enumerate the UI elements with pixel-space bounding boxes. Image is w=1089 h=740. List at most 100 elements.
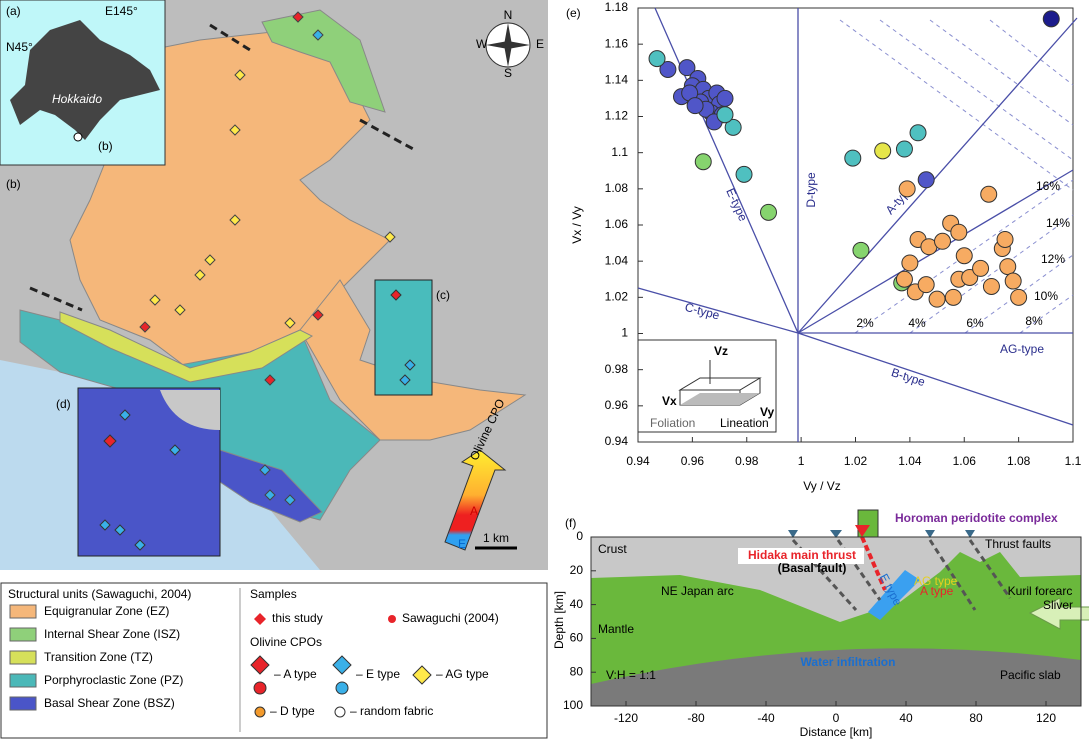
point	[901, 254, 919, 272]
legend-item: – random fabric	[350, 704, 433, 718]
swatch	[388, 615, 396, 623]
inset-label: Lineation	[720, 416, 769, 430]
x-tick-label: 1.1	[1065, 454, 1082, 468]
point	[895, 270, 913, 288]
point	[982, 277, 1000, 295]
fabric-label: AG-type	[1000, 342, 1044, 356]
point	[716, 89, 734, 107]
percent-label: 12%	[1041, 252, 1065, 266]
percent-label: 10%	[1034, 289, 1058, 303]
x-tick-label: -120	[614, 711, 638, 725]
swatch	[253, 681, 267, 695]
x-tick-label: -40	[757, 711, 775, 725]
swatch	[9, 604, 37, 619]
x-tick-label: 1.04	[898, 454, 922, 468]
y-tick-label: 1.04	[605, 253, 629, 267]
sample	[390, 289, 402, 301]
legend-item: Transition Zone (TZ)	[44, 650, 153, 664]
panel-label: (a)	[6, 4, 21, 18]
section-label: Water infiltration	[801, 655, 896, 669]
e-type-zone	[868, 570, 920, 620]
fault-markers	[788, 530, 975, 538]
legend-item: Sawaguchi (2004)	[402, 611, 499, 625]
panel-label: (f)	[565, 516, 576, 530]
section-label: Kuril forearc	[1008, 584, 1073, 598]
point	[999, 258, 1017, 276]
slab	[591, 648, 1081, 706]
x-tick-label: 1.06	[953, 454, 977, 468]
x-tick-label: -80	[687, 711, 705, 725]
compass-star	[486, 23, 530, 67]
y-tick-label: 0.98	[605, 362, 629, 376]
lon: E145°	[105, 4, 138, 18]
x-tick-label: 80	[969, 711, 983, 725]
swatch	[254, 706, 266, 718]
push-arrow	[1028, 597, 1089, 630]
a-samples	[139, 11, 324, 386]
e-samples	[259, 29, 324, 506]
y-axis-label: Depth [km]	[552, 591, 566, 649]
legend-item: – E type	[356, 667, 400, 681]
legend-item: – AG type	[436, 667, 489, 681]
y-tick-label: 1	[621, 326, 628, 340]
y-tick-label: 1.06	[605, 217, 629, 231]
point	[1042, 10, 1060, 28]
point	[944, 288, 962, 306]
compass-e: E	[536, 37, 544, 51]
x-tick-label: 1.08	[1007, 454, 1031, 468]
point	[909, 124, 927, 142]
inset-label: Vy	[760, 405, 775, 419]
y-tick-label: 1.1	[611, 145, 628, 159]
compass-n: N	[504, 8, 513, 22]
fault	[29, 286, 83, 312]
percent-label: 14%	[1046, 216, 1070, 230]
point	[980, 185, 998, 203]
point	[917, 171, 935, 189]
x-tick-label: 40	[899, 711, 913, 725]
point	[686, 97, 704, 115]
inset-label: Vz	[714, 344, 728, 358]
legend-item: – A type	[274, 667, 317, 681]
legend-item: – D type	[270, 704, 315, 718]
swatch	[412, 665, 432, 685]
x-axis-label: Distance [km]	[800, 725, 873, 739]
compass-w: W	[476, 37, 488, 51]
point	[716, 106, 734, 124]
section-label: Pacific slab	[1000, 668, 1061, 682]
sample	[399, 359, 416, 386]
legend-box	[0, 582, 548, 739]
section-label: Sliver	[1043, 598, 1073, 612]
inset-box	[637, 339, 777, 433]
panel-label: (b)	[6, 177, 21, 191]
panel-label: (e)	[566, 6, 581, 20]
x-tick-label: 0.98	[735, 454, 759, 468]
percent-label: 6%	[966, 316, 984, 330]
point	[735, 165, 753, 183]
section-label: Crust	[598, 542, 627, 556]
section-label: (Basal fault)	[778, 561, 847, 575]
site	[73, 132, 83, 142]
point	[678, 59, 696, 77]
panel-f: (f) Crust Mantle NE Japan arc Kuril fore…	[552, 509, 1089, 739]
percent-label: 4%	[908, 316, 926, 330]
section-label: NE Japan arc	[661, 584, 734, 598]
x-tick-label: 0.94	[626, 454, 650, 468]
y-axis-label: Vx / Vy	[570, 206, 584, 244]
point	[972, 259, 990, 277]
y-tick-label: 1.16	[605, 36, 629, 50]
y-tick-label: 40	[570, 597, 584, 611]
label-bg	[738, 548, 864, 564]
legend-item: Basal Shear Zone (BSZ)	[44, 696, 175, 710]
fabric-lines	[637, 7, 1078, 442]
y-tick-label: 100	[563, 698, 583, 712]
x-tick-label: 1.02	[844, 454, 868, 468]
legend-item: Porphyroclastic Zone (PZ)	[44, 673, 183, 687]
section-label: Mantle	[598, 622, 634, 636]
point	[934, 232, 951, 250]
point	[760, 203, 777, 221]
point	[928, 290, 946, 308]
legend: Structural units (Sawaguchi, 2004) Equig…	[0, 582, 548, 739]
isz-zone	[261, 9, 386, 113]
